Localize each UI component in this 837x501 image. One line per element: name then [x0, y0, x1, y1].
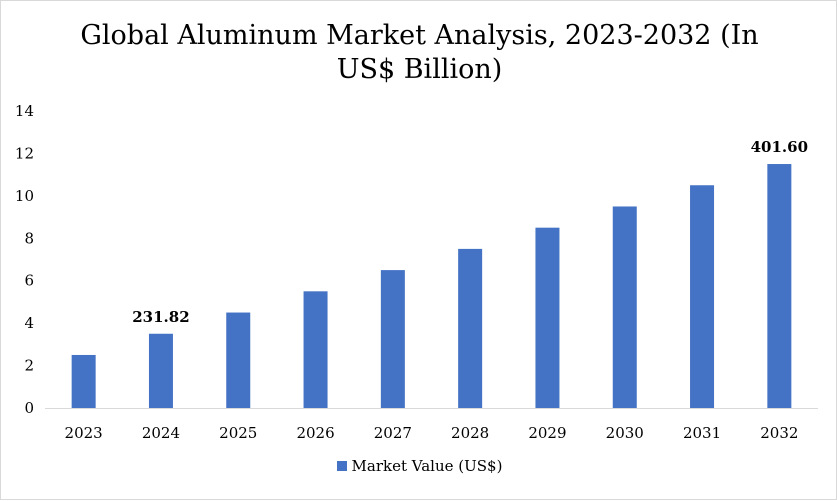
x-tick-label: 2023 — [65, 424, 103, 442]
x-tick-label: 2030 — [606, 424, 644, 442]
bar-2029 — [535, 227, 560, 408]
x-tick-label: 2029 — [528, 424, 566, 442]
x-tick-label: 2026 — [296, 424, 334, 442]
y-tick-label: 2 — [24, 357, 34, 375]
legend: Market Value (US$) — [1, 457, 837, 475]
bar-2024 — [148, 333, 173, 408]
data-label-2024: 231.82 — [132, 308, 189, 326]
chart-title: Global Aluminum Market Analysis, 2023-20… — [80, 20, 759, 85]
y-tick-label: 12 — [15, 144, 34, 162]
bar-2031 — [690, 185, 715, 408]
x-tick-label: 2027 — [374, 424, 412, 442]
bar-2028 — [458, 248, 483, 408]
x-tick-label: 2025 — [219, 424, 257, 442]
y-tick-label: 10 — [15, 187, 34, 205]
bar-2030 — [612, 206, 637, 408]
y-tick-label: 0 — [24, 399, 34, 417]
x-tick-label: 2031 — [683, 424, 721, 442]
x-tick-label: 2032 — [760, 424, 798, 442]
y-tick-label: 6 — [24, 272, 34, 290]
data-label-2032: 401.60 — [751, 138, 808, 156]
bar-2032 — [767, 164, 792, 408]
legend-swatch — [336, 461, 347, 471]
x-tick-label: 2028 — [451, 424, 489, 442]
bar-2026 — [303, 291, 328, 408]
y-tick-label: 8 — [24, 229, 34, 247]
y-tick-label: 4 — [24, 314, 34, 332]
legend-label: Market Value (US$) — [351, 457, 503, 475]
bar-2027 — [380, 270, 405, 408]
bar-2023 — [71, 354, 96, 408]
y-tick-label: 14 — [15, 102, 34, 120]
x-tick-label: 2024 — [142, 424, 180, 442]
bar-2025 — [226, 312, 251, 408]
